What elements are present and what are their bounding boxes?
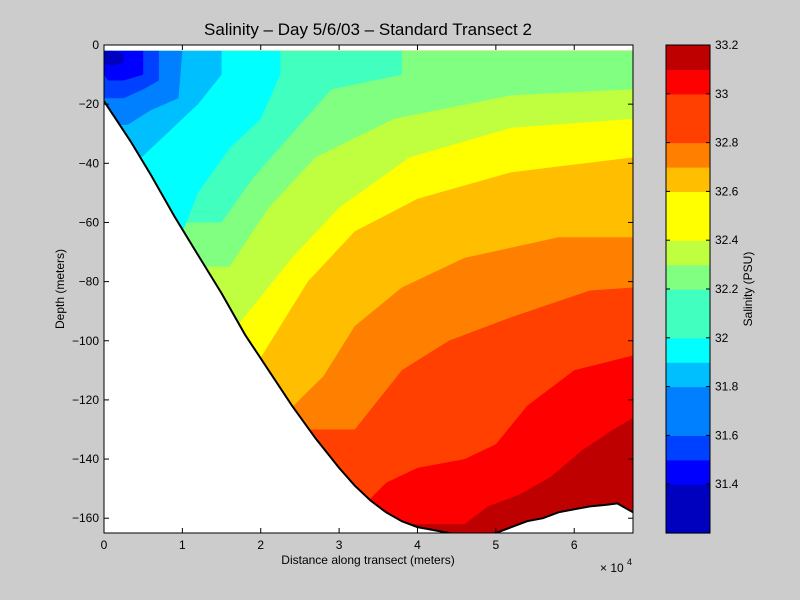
x-axis-ticks: 0 1 2 3 4 5 6 [101,45,578,552]
colorbar-cell-32.4 [666,215,710,241]
colorbar-cell-31.4 [666,459,710,485]
y-tick-label: −40 [79,156,100,170]
y-axis-ticks: 0 −20 −40 −60 −80 −100 −120 −140 −160 [72,38,633,525]
x-tick-label: 0 [101,538,108,552]
x-tick-label: 5 [493,538,500,552]
colorbar-cell-31.2 [666,508,710,534]
seafloor [104,100,633,533]
colorbar-cell-32.5 [666,191,710,217]
y-tick-label: −140 [72,452,99,466]
colorbar-cell-31.6 [666,411,710,436]
x-tick-label: 1 [179,538,186,552]
colorbar-cell-32.2 [666,264,710,290]
colorbar-cell-31.8 [666,362,710,388]
x-tick-label: 6 [571,538,578,552]
y-tick-label: −80 [79,275,100,289]
y-tick-label: −120 [72,393,99,407]
colorbar-cell-32.3 [666,240,710,266]
colorbar-cell-33 [666,69,710,95]
colorbar-tick-label: 32.8 [715,136,739,150]
colorbar-cell-33.1 [666,45,710,70]
colorbar-cell-32.6 [666,167,710,192]
colorbar-tick-label: 32.6 [715,184,739,198]
colorbar-cells [666,45,710,534]
colorbar-tick-label: 31.4 [715,477,739,491]
y-axis-label: Depth (meters) [53,249,67,329]
y-tick-label: −60 [79,215,100,229]
colorbar-tick-label: 33 [715,87,729,101]
x-axis-label: Distance along transect (meters) [281,553,454,567]
chart-title: Salinity – Day 5/6/03 – Standard Transec… [204,20,532,39]
y-tick-label: −100 [72,334,99,348]
y-tick-label: −160 [72,511,99,525]
y-tick-label: −20 [79,97,100,111]
colorbar-tick-label: 32.4 [715,233,739,247]
x-tick-label: 2 [257,538,264,552]
colorbar-cell-32 [666,313,710,339]
colorbar-tick-label: 33.2 [715,38,739,52]
x-axis-multiplier: × 10 4 [600,557,632,575]
contour-bands [104,50,633,533]
colorbar-cell-31.5 [666,435,710,461]
plot-area: 0 1 2 3 4 5 6 0 −20 −40 −60 −80 −100 −120 −140 −160 [72,38,634,552]
colorbar-tick-label: 31.6 [715,428,739,442]
plot-frame [103,44,634,534]
colorbar-cell-32.7 [666,142,710,168]
seafloor-line [104,100,633,533]
colorbar-tick-label: 31.8 [715,380,739,394]
contour-band-31.4-31.5 [104,50,124,66]
x-tick-label: 3 [336,538,343,552]
colorbar-cell-31.9 [666,337,710,363]
y-tick-label: 0 [92,38,99,52]
colorbar-tick-label: 32 [715,331,729,345]
colorbar-cell-32.9 [666,93,710,119]
colorbar: 31.4 31.6 31.8 32 32.2 32.4 32.6 32.8 33 33.2 Sal… [665,38,755,534]
colorbar-cell-32.1 [666,289,710,314]
x-tick-label: 4 [414,538,421,552]
colorbar-ticks: 31.4 31.6 31.8 32 32.2 32.4 32.6 32.8 33 33.2 [666,38,739,491]
colorbar-label: Salinity (PSU) [741,252,755,327]
x-multiplier-exponent: 4 [627,557,632,567]
colorbar-cell-31.7 [666,386,710,412]
colorbar-cell-32.8 [666,118,710,144]
colorbar-tick-label: 32.2 [715,282,739,296]
seafloor-fill [104,101,633,533]
colorbar-cell-31.3 [666,484,710,510]
x-multiplier-base: × 10 [600,561,624,575]
